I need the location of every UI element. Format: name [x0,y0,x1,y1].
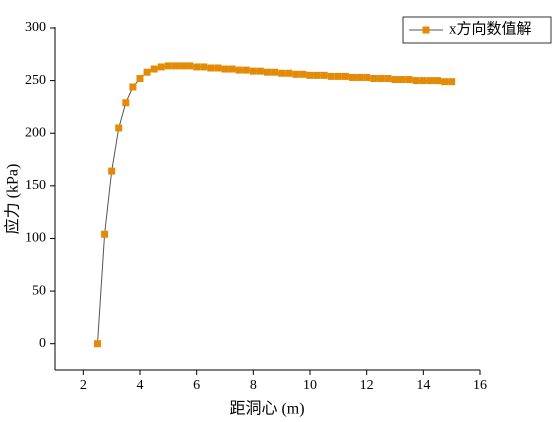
x-tick-label: 12 [360,378,374,393]
point [434,77,441,85]
point [426,77,434,85]
point [356,73,364,81]
point [242,66,250,74]
x-axis-label: 距洞心 (m) [229,400,304,418]
point [292,70,300,78]
x-tick-label: 6 [193,378,200,393]
point [405,76,413,84]
point [179,62,186,70]
point [306,71,314,79]
point [108,167,116,175]
point [200,63,208,71]
point [193,63,201,71]
point [249,67,257,75]
point [228,65,236,73]
point [171,62,179,70]
y-tick-label: 50 [32,283,46,298]
y-axis-label: 应力 (kPa) [3,164,22,235]
point [214,64,222,72]
point [313,71,321,79]
point [377,75,385,83]
point [278,69,286,77]
point [271,68,279,76]
y-tick-label: 250 [25,73,46,88]
point [143,68,151,76]
point [370,75,378,83]
point [150,65,158,73]
point [221,65,229,73]
x-tick-label: 10 [303,378,317,393]
point [363,73,371,81]
x-tick-label: 2 [80,378,87,393]
point [94,340,101,348]
point [412,77,420,85]
point [448,78,456,86]
point [285,69,293,77]
point [235,66,243,74]
point [101,230,109,238]
y-tick-label: 0 [39,336,46,351]
point [341,72,349,80]
point [164,62,172,70]
y-tick-label: 300 [25,20,46,35]
point [122,99,130,107]
point [299,70,307,78]
y-tick-label: 200 [25,125,46,140]
point [129,83,137,91]
point [256,67,264,75]
point [115,124,123,132]
point [441,78,449,86]
series-line [97,65,452,344]
point [186,62,194,70]
x-tick-label: 14 [416,378,430,393]
point [419,77,427,85]
point [264,68,271,76]
point [320,71,328,79]
y-tick-label: 100 [25,231,46,246]
point [334,72,342,80]
point [207,64,215,72]
point [327,72,335,80]
x-tick-label: 8 [250,378,257,393]
x-tick-label: 16 [473,378,487,393]
x-tick-label: 4 [137,378,144,393]
point [349,73,356,81]
point [157,63,165,71]
point [391,76,399,84]
legend-marker [422,26,430,34]
point [384,75,392,83]
legend-label: x方向数值解 [449,20,532,37]
point [398,76,406,84]
point [136,75,144,83]
y-tick-label: 150 [25,178,46,193]
